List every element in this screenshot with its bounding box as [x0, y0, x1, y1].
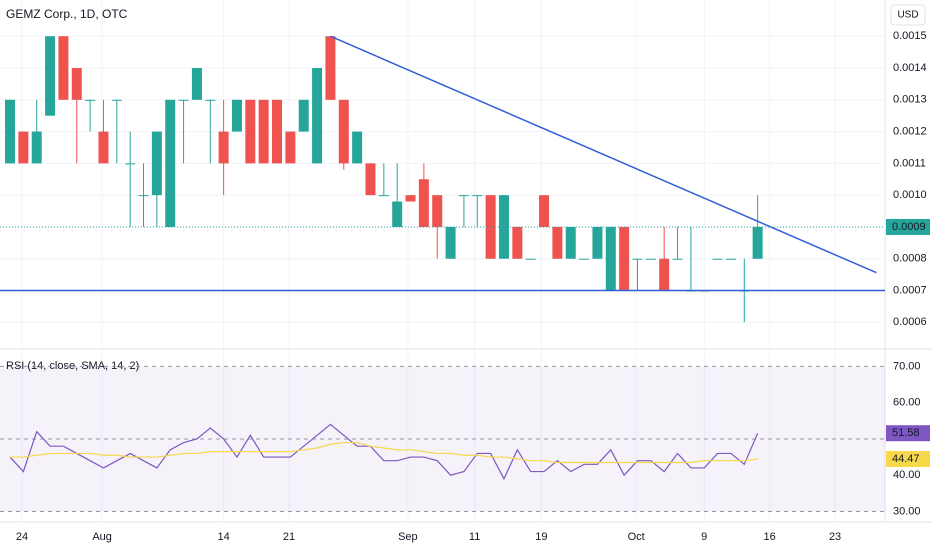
candle-body: [592, 226, 603, 259]
rsi-line: [9, 423, 759, 481]
candle-body: [405, 195, 416, 202]
candle-body: [498, 195, 509, 259]
candle-body: [85, 99, 96, 101]
x-tick-label: Aug: [92, 531, 112, 543]
candle-body: [725, 258, 736, 260]
x-tick-label: 23: [829, 531, 841, 543]
candle-body: [552, 226, 563, 259]
candle-body: [659, 258, 670, 291]
candle-body: [325, 36, 336, 100]
y-tick-label: 70.00: [893, 360, 921, 372]
candle-body: [619, 226, 630, 291]
candle-body: [18, 131, 29, 164]
candle-body: [165, 99, 176, 227]
y-tick-label: 30.00: [893, 505, 921, 517]
rsi-line: [10, 441, 758, 464]
candle-body: [71, 68, 82, 100]
candle-body: [31, 131, 42, 164]
candle-body: [525, 258, 536, 260]
candle-body: [125, 163, 136, 165]
candle-body: [98, 131, 109, 164]
candle-body: [565, 226, 576, 259]
y-tick-label: 40.00: [893, 469, 921, 481]
candle-body: [365, 163, 376, 196]
candle-body: [392, 201, 403, 227]
candle-body: [245, 99, 256, 164]
candle-body: [418, 179, 429, 227]
candle-body: [605, 226, 616, 291]
candle-body: [231, 99, 242, 132]
candle-body: [712, 258, 723, 260]
y-tick-label: 0.0007: [893, 284, 927, 296]
currency-box[interactable]: [890, 4, 926, 26]
candle-body: [205, 99, 216, 101]
y-tick-label: 0.0006: [893, 316, 927, 328]
candle-body: [432, 195, 443, 227]
x-tick-label: 16: [764, 531, 776, 543]
x-tick-label: 11: [469, 531, 480, 543]
candle-body: [352, 131, 363, 164]
candle-body: [485, 195, 496, 259]
candle-body: [272, 99, 283, 164]
candle-body: [645, 258, 656, 260]
candle-body: [512, 226, 523, 259]
candle-body: [111, 99, 122, 101]
candle-body: [191, 68, 202, 100]
last-price-label: 0.0009: [892, 221, 926, 233]
candle-body: [579, 258, 590, 260]
value-label: 51.58: [892, 427, 920, 439]
x-tick-label: Sep: [398, 531, 418, 543]
currency: USD: [897, 10, 918, 21]
y-tick-label: 0.0014: [893, 62, 927, 74]
y-tick-label: 0.0008: [893, 253, 927, 265]
candle-body: [45, 36, 56, 116]
candle-body: [312, 68, 323, 164]
candle-body: [218, 131, 229, 164]
candle-body: [285, 131, 296, 164]
last-price-label-box: [886, 218, 930, 235]
candle-body: [458, 195, 469, 197]
candle-body: [672, 258, 683, 260]
candle-body: [378, 195, 389, 197]
candle-body: [298, 99, 309, 132]
value-label: 44.47: [892, 453, 920, 465]
x-tick-label: Oct: [628, 531, 645, 543]
x-tick-label: 21: [283, 531, 295, 543]
candle-body: [752, 226, 763, 259]
trend-line: [330, 35, 877, 274]
candle-body: [5, 99, 16, 164]
y-tick-label: 0.0012: [893, 125, 927, 137]
candle-body: [58, 36, 69, 100]
candle-body: [539, 195, 550, 227]
candle-body: [178, 99, 189, 101]
candle-body: [258, 99, 269, 164]
y-tick-label: 0.0011: [893, 157, 926, 169]
value-label-box: [886, 425, 930, 442]
candle-body: [632, 258, 643, 260]
x-tick-label: 9: [701, 531, 707, 543]
candle-body: [151, 131, 162, 196]
candle-body: [138, 195, 149, 197]
y-tick-label: 0.0010: [893, 189, 927, 201]
chart-title: GEMZ Corp., 1D, OTC: [6, 7, 128, 21]
y-tick-label: 0.0015: [893, 30, 927, 42]
indicator-title: RSI (14, close, SMA, 14, 2): [6, 360, 139, 372]
candle-body: [445, 226, 456, 259]
x-tick-label: 19: [535, 531, 547, 543]
x-tick-label: 14: [217, 531, 229, 543]
y-tick-label: 0.0013: [893, 94, 927, 106]
candle-body: [338, 99, 349, 164]
y-tick-label: 60.00: [893, 397, 921, 409]
value-label-box: [886, 451, 930, 468]
candle-body: [472, 195, 483, 197]
x-tick-label: 24: [16, 531, 28, 543]
